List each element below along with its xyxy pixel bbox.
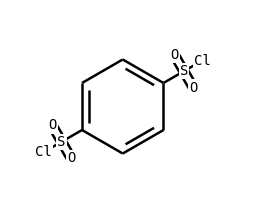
Text: Cl: Cl [194,54,211,68]
Text: O: O [67,151,75,165]
Text: O: O [189,81,197,95]
Text: O: O [48,118,56,132]
Text: S: S [58,135,66,149]
Text: Cl: Cl [35,145,52,159]
Text: S: S [180,64,188,78]
Text: O: O [170,48,179,62]
